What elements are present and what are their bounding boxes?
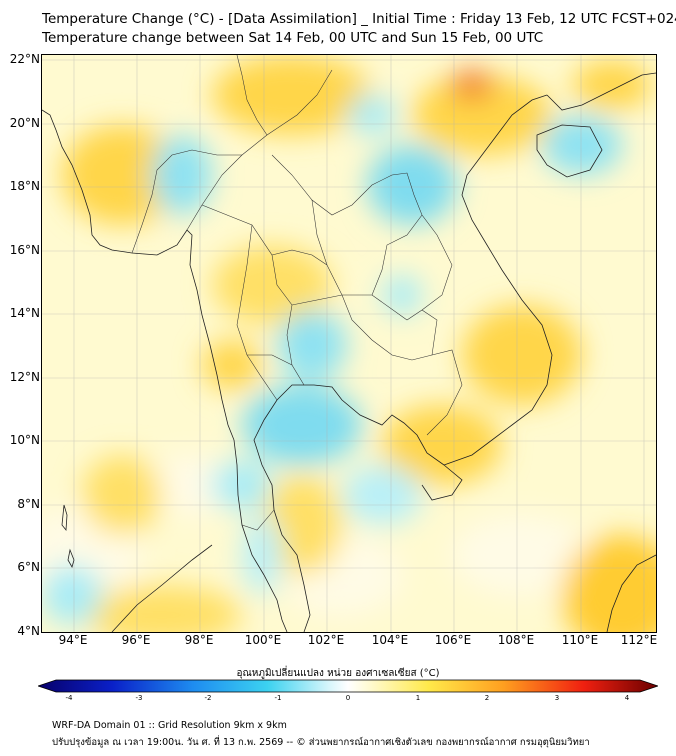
colorbar-tick: -2 (204, 694, 212, 702)
lat-label-6n: 6°N (17, 560, 40, 574)
colorbar-title: อุณหภูมิเปลี่ยนแปลง หน่วย องศาเซลเซียส (… (236, 668, 440, 679)
colorbar-tick: 3 (554, 694, 560, 702)
coastlines (42, 72, 656, 632)
footer-credit: ปรับปรุงข้อมูล ณ เวลา 19:00น. วัน ศ. ที่… (52, 737, 590, 748)
lat-label-20n: 20°N (9, 116, 40, 130)
colorbar-tick: 1 (415, 694, 421, 702)
colorbar-tick: -4 (65, 694, 73, 702)
colorbar-tick: -1 (274, 694, 282, 702)
lon-label-106e: 106°E (434, 633, 472, 647)
lon-label-102e: 102°E (307, 633, 345, 647)
temperature-field (42, 55, 656, 632)
lon-label-108e: 108°E (497, 633, 535, 647)
graticule (42, 55, 656, 632)
lat-label-16n: 16°N (9, 243, 40, 257)
colorbar-tick: 2 (484, 694, 490, 702)
lon-label-100e: 100°E (244, 633, 282, 647)
colorbar-tick: 4 (624, 694, 630, 702)
temperature-map[interactable] (41, 54, 657, 633)
lat-label-14n: 14°N (9, 306, 40, 320)
lat-label-12n: 12°N (9, 370, 40, 384)
lon-label-94e: 94°E (58, 633, 88, 647)
lat-label-4n: 4°N (17, 624, 40, 638)
colorbar (38, 679, 658, 693)
lon-label-96e: 96°E (121, 633, 151, 647)
lon-label-104e: 104°E (371, 633, 409, 647)
lon-label-112e: 112°E (620, 633, 658, 647)
lat-label-22n: 22°N (9, 52, 40, 66)
lat-label-8n: 8°N (17, 497, 40, 511)
lat-label-18n: 18°N (9, 179, 40, 193)
map-subtitle: Temperature change between Sat 14 Feb, 0… (42, 30, 544, 46)
colorbar-tick: 0 (345, 694, 351, 702)
lat-label-10n: 10°N (9, 433, 40, 447)
colorbar-tick: -3 (135, 694, 143, 702)
admin-borders (131, 55, 463, 531)
lon-label-110e: 110°E (561, 633, 599, 647)
lon-label-98e: 98°E (184, 633, 214, 647)
map-canvas (42, 55, 656, 632)
map-title: Temperature Change (°C) - [Data Assimila… (42, 11, 676, 27)
footer-model-info: WRF-DA Domain 01 :: Grid Resolution 9km … (52, 720, 287, 731)
